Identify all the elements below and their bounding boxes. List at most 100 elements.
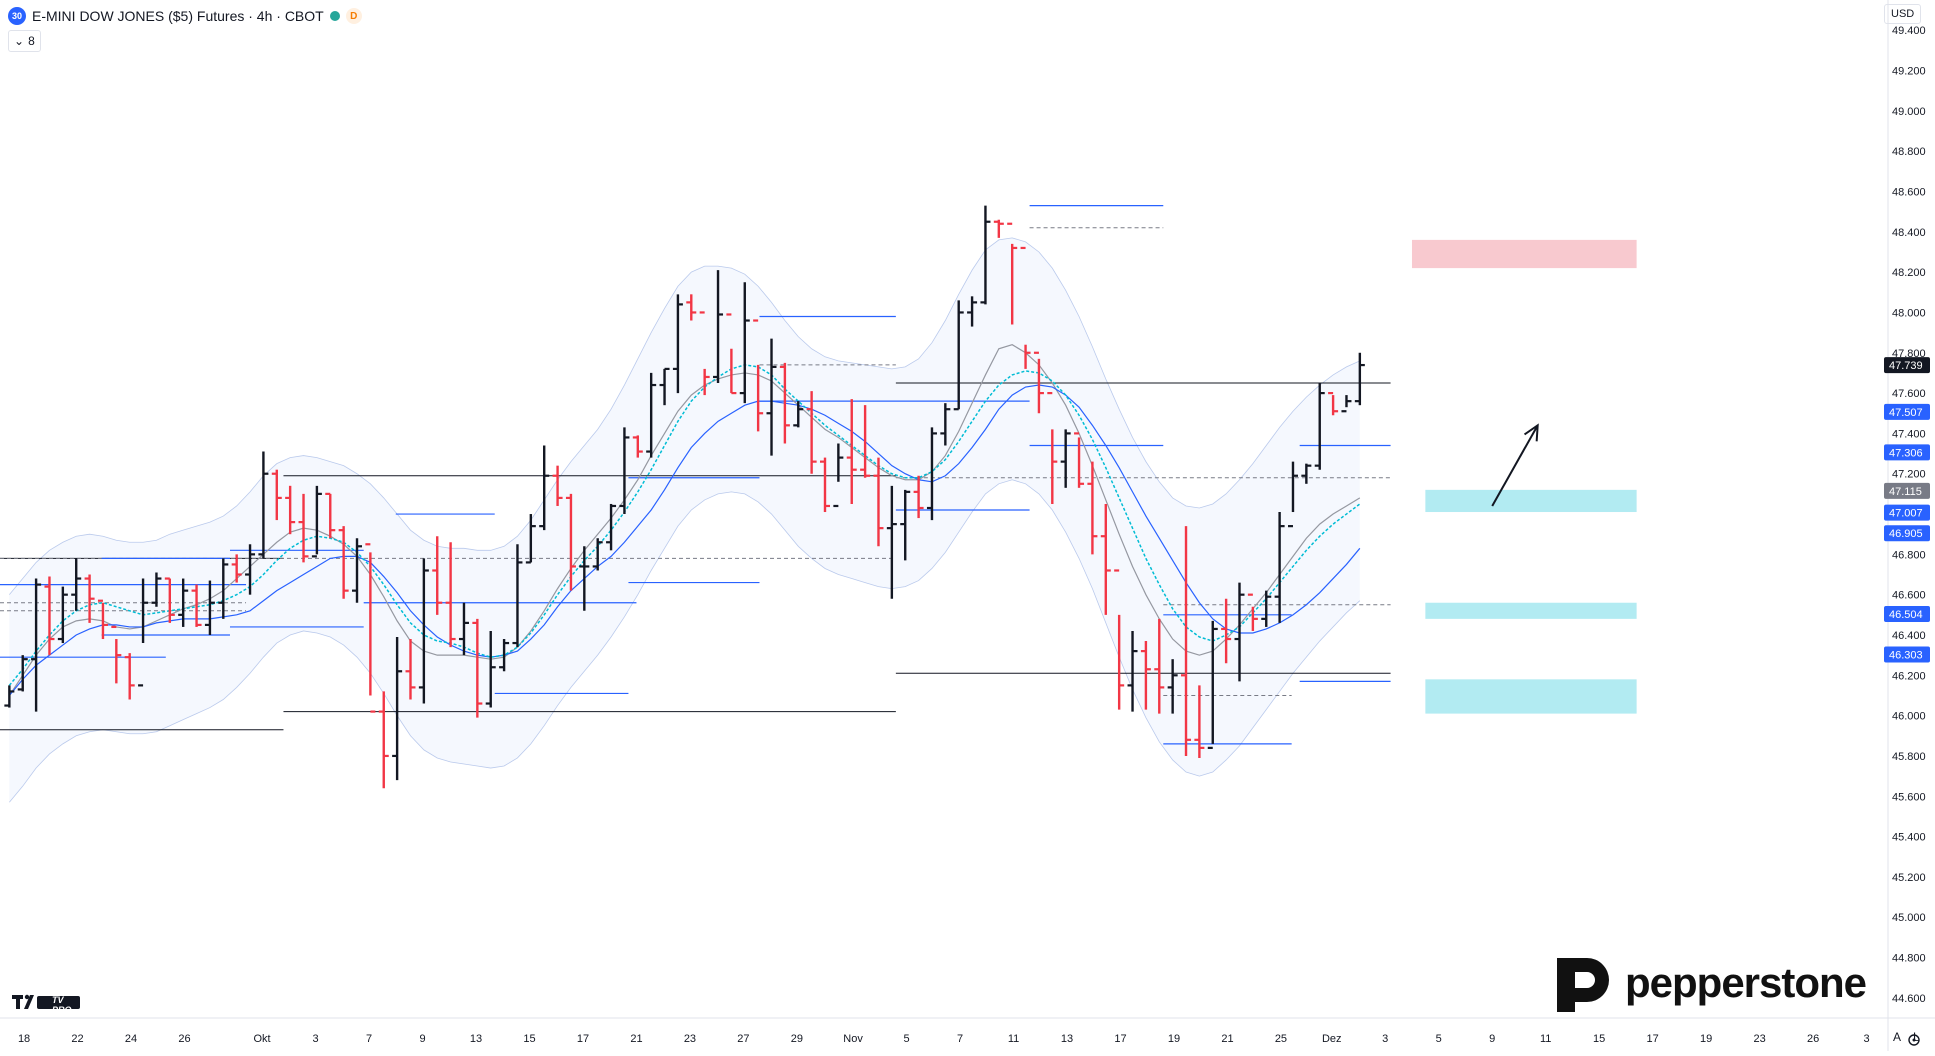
trend-arrow-head: [1523, 423, 1539, 442]
x-tick-label: 9: [1489, 1033, 1495, 1045]
x-tick-label: 13: [470, 1033, 482, 1045]
y-tick-label: 48.600: [1892, 187, 1926, 199]
x-tick-label: 21: [630, 1033, 642, 1045]
x-tick-label: 18: [18, 1033, 30, 1045]
y-tick-label: 45.800: [1892, 751, 1926, 763]
market-open-icon: [329, 11, 340, 21]
x-tick-label: 3: [1382, 1033, 1388, 1045]
log-scale-button[interactable]: L: [1913, 1030, 1920, 1044]
price-label-box-4: [1884, 504, 1930, 521]
price-label-box-7: [1884, 646, 1930, 663]
y-tick-label: 45.000: [1892, 912, 1926, 924]
zone-cyan-2: [1425, 602, 1637, 619]
price-label: 46.905: [1889, 528, 1923, 540]
broker-branding: pepperstone: [1553, 952, 1867, 1014]
y-tick-label: 49.400: [1892, 25, 1926, 37]
y-tick-label: 47.400: [1892, 428, 1926, 440]
y-tick-label: 49.000: [1892, 106, 1926, 118]
y-tick-label: 46.000: [1892, 711, 1926, 723]
price-label-box-1: [1884, 403, 1930, 420]
x-tick-label: 21: [1221, 1033, 1233, 1045]
x-tick-label: 26: [1807, 1033, 1819, 1045]
tradingview-logo[interactable]: TV PRO: [12, 993, 82, 1015]
x-tick-label: 29: [791, 1033, 803, 1045]
auto-scale-button[interactable]: A: [1893, 1030, 1902, 1044]
y-tick-label: 48.400: [1892, 227, 1926, 239]
price-label-box-5: [1884, 525, 1930, 542]
x-tick-label: 7: [957, 1033, 963, 1045]
y-tick-label: 48.200: [1892, 267, 1926, 279]
x-tick-label: Dez: [1322, 1033, 1342, 1045]
tradingview-logo-icon: [12, 994, 80, 1009]
y-tick-label: 47.800: [1892, 348, 1926, 360]
price-label: 47.007: [1889, 508, 1923, 520]
y-tick-label: 48.800: [1892, 146, 1926, 158]
x-tick-label: 9: [419, 1033, 425, 1045]
ma-blue-line: [8, 384, 1361, 696]
x-tick-label: 5: [1436, 1033, 1442, 1045]
ma-gray-line: [8, 344, 1361, 696]
chart-title[interactable]: E-MINI DOW JONES ($5) Futures · 4h · CBO…: [32, 8, 324, 24]
x-tick-label: 19: [1168, 1033, 1180, 1045]
price-label-box-6: [1884, 606, 1930, 623]
y-tick-label: 45.400: [1892, 832, 1926, 844]
x-tick-label: 25: [1275, 1033, 1287, 1045]
y-tick-label: 47.200: [1892, 469, 1926, 481]
y-tick-label: 46.200: [1892, 670, 1926, 682]
currency-selector[interactable]: USD: [1884, 4, 1922, 24]
x-tick-label: 24: [125, 1033, 137, 1045]
x-tick-label: 23: [1754, 1033, 1766, 1045]
price-label-box-2: [1884, 444, 1930, 461]
indicator-count: 8: [28, 34, 35, 48]
price-label: 47.739: [1889, 360, 1923, 372]
x-tick-label: 13: [1061, 1033, 1073, 1045]
symbol-badge[interactable]: 30: [8, 7, 26, 25]
x-tick-label: Okt: [254, 1033, 271, 1045]
x-tick-label: 23: [684, 1033, 696, 1045]
zone-cyan-3: [1425, 679, 1637, 714]
y-tick-label: 46.400: [1892, 630, 1926, 642]
price-label-box-3: [1884, 482, 1930, 499]
zone-cyan-1: [1425, 489, 1637, 513]
x-tick-label: 15: [1593, 1033, 1605, 1045]
x-tick-label: 11: [1008, 1033, 1019, 1045]
x-tick-label: 7: [366, 1033, 372, 1045]
price-label: 47.507: [1889, 407, 1923, 419]
band-upper-line: [9, 237, 1361, 595]
x-tick-label: 22: [71, 1033, 83, 1045]
x-tick-label: 17: [1647, 1033, 1659, 1045]
y-tick-label: 44.600: [1892, 993, 1926, 1005]
pepperstone-logo-icon: [1557, 958, 1609, 1012]
band-lower-line: [9, 479, 1361, 803]
x-tick-label: Nov: [843, 1033, 863, 1045]
y-tick-label: 48.000: [1892, 307, 1926, 319]
platform-label: TV PRO: [52, 995, 72, 1015]
x-tick-label: 27: [737, 1033, 749, 1045]
x-tick-label: 26: [178, 1033, 190, 1045]
indicators-toggle[interactable]: ⌄ 8: [8, 30, 41, 52]
gear-icon: [1908, 1034, 1920, 1046]
zone-red-0: [1411, 239, 1637, 269]
chevron-down-icon: ⌄: [14, 34, 25, 48]
status-badge[interactable]: D: [345, 8, 362, 24]
y-tick-label: 44.800: [1892, 953, 1926, 965]
y-tick-label: 45.200: [1892, 872, 1926, 884]
x-tick-label: 3: [1864, 1033, 1870, 1045]
y-tick-label: 49.200: [1892, 66, 1926, 78]
price-label: 47.306: [1889, 447, 1923, 459]
price-label: 47.115: [1889, 486, 1922, 498]
x-tick-label: 19: [1700, 1033, 1712, 1045]
chart-header: 30 E-MINI DOW JONES ($5) Futures · 4h · …: [8, 5, 362, 27]
price-label-box-0: [1884, 357, 1930, 374]
y-tick-label: 46.600: [1892, 590, 1926, 602]
broker-name: pepperstone: [1625, 959, 1867, 1006]
x-tick-label: 15: [523, 1033, 535, 1045]
y-tick-label: 45.600: [1892, 791, 1926, 803]
x-tick-label: 17: [577, 1033, 589, 1045]
band-fill: [9, 237, 1360, 803]
price-label: 46.504: [1889, 609, 1923, 621]
price-label: 46.303: [1889, 650, 1923, 662]
ma-cyan-dashed-line: [8, 364, 1361, 686]
